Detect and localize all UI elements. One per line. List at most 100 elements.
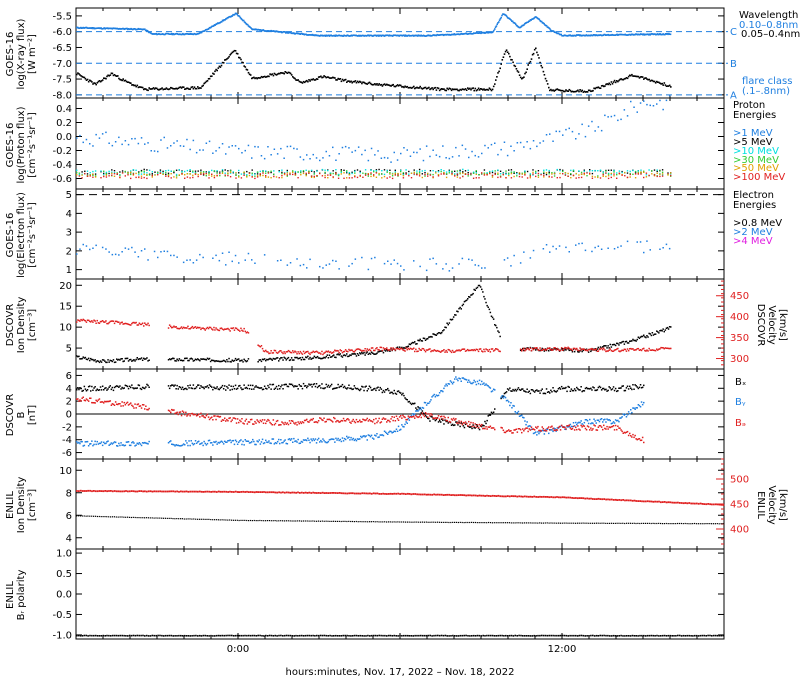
by-series-point xyxy=(476,380,479,383)
proton-series-6-point xyxy=(659,175,661,178)
dscovr-density-series-point xyxy=(310,358,312,360)
proton-series-3-point xyxy=(364,169,367,171)
proton-series-4-point xyxy=(632,173,634,175)
xray-long-series-point xyxy=(668,32,670,35)
by-series-point xyxy=(368,434,371,437)
dscovr-density-series-point xyxy=(421,340,424,342)
dscovr-velocity-series-point xyxy=(240,327,242,330)
proton-series-3-point xyxy=(589,170,591,172)
bx-series-point xyxy=(205,386,208,388)
dscovr-velocity-series-point xyxy=(587,348,590,351)
xray-short-series-point xyxy=(546,83,549,85)
bx-series-point xyxy=(619,387,621,389)
xray-short-series-point xyxy=(541,66,544,69)
xray-long-series-point xyxy=(289,31,292,34)
xray-long-series-point xyxy=(323,34,325,37)
proton-series-3-point xyxy=(559,169,561,172)
xray-short-series-point xyxy=(341,78,344,81)
proton-series-4-point xyxy=(548,173,550,175)
bx-series-point xyxy=(572,389,575,392)
electron-2mev-series-point xyxy=(626,240,629,243)
bx-series-point xyxy=(206,385,209,387)
proton-1mev-series-point xyxy=(617,119,619,122)
xray-long-series-point xyxy=(514,22,516,25)
xray-short-series-point xyxy=(445,89,447,92)
by-series-point xyxy=(401,424,403,426)
xray-long-series-point xyxy=(347,34,349,37)
xray-short-series-point xyxy=(239,57,241,59)
by-series-point xyxy=(353,439,356,442)
xray-short-series-point xyxy=(324,75,326,78)
dscovr-density-series-point xyxy=(111,360,114,363)
xray-short-series-point xyxy=(146,89,148,91)
proton-series-4-point xyxy=(130,173,132,176)
xray-short-series-point xyxy=(431,87,433,89)
xray-long-series-point xyxy=(488,31,490,34)
proton-series-2-point xyxy=(559,168,561,171)
dscovr-velocity-series-point xyxy=(604,349,606,351)
dscovr-velocity-series-point xyxy=(122,323,124,325)
proton-series-3-point xyxy=(661,174,664,176)
bz-series xyxy=(76,396,645,444)
bx-series-point xyxy=(559,388,562,390)
xray-short-series-point xyxy=(614,81,617,84)
by-series-point xyxy=(527,425,529,428)
by-series-point xyxy=(444,385,446,387)
bx-series-point xyxy=(545,388,548,390)
by-series-point xyxy=(405,421,407,423)
proton-series-4-point xyxy=(483,172,486,174)
xray-short-series-point xyxy=(576,90,578,92)
proton-series-6-point xyxy=(470,173,472,175)
xray-short-series-point xyxy=(476,89,479,91)
xray-short-series-point xyxy=(189,88,191,90)
by-series-point xyxy=(473,379,475,382)
by-series-point xyxy=(230,441,232,444)
by-series-point xyxy=(602,421,604,423)
proton-series-3-point xyxy=(440,169,442,171)
electron-2mev-series-point xyxy=(575,244,577,246)
proton-series-5-point xyxy=(624,171,626,174)
xray-short-series-point xyxy=(90,80,92,82)
proton-series-3-point xyxy=(645,174,648,176)
xray-short-series-point xyxy=(286,72,289,74)
dscovr-density-series-point xyxy=(560,348,563,350)
dscovr-velocity-series-point xyxy=(97,322,100,324)
bx-series-point xyxy=(413,403,415,405)
xray-short-series-point xyxy=(562,89,564,92)
by-series-point xyxy=(76,441,78,443)
bx-series-point xyxy=(261,388,264,391)
dscovr-velocity-series-point xyxy=(659,348,661,350)
by-series-point xyxy=(79,442,81,445)
panel4-ylabel-line2: Ion Density xyxy=(16,297,27,354)
dscovr-velocity-series-point xyxy=(373,349,375,352)
proton-1mev-series-point xyxy=(630,100,632,103)
xray-short-series-point xyxy=(457,89,459,92)
proton-series-6-point xyxy=(621,174,623,176)
dscovr-velocity-series-point xyxy=(648,347,650,350)
proton-series-2-point xyxy=(246,170,248,173)
electron-2mev-series-point xyxy=(532,249,535,252)
bx-series-point xyxy=(253,388,255,390)
xray-short-series-point xyxy=(502,56,505,58)
bx-series-point xyxy=(120,388,122,390)
dscovr-velocity-series-point xyxy=(441,350,443,352)
xray-short-series-point xyxy=(569,89,572,92)
dscovr-density-series-point xyxy=(519,349,522,352)
bz-series-point xyxy=(85,398,88,400)
xray-short-series-point xyxy=(666,85,669,87)
dscovr-density-series-point xyxy=(244,359,246,362)
proton-series-2-point xyxy=(200,169,202,171)
proton-series-2-point xyxy=(202,174,205,176)
xray-short-series-point xyxy=(386,83,388,86)
proton-series-4-point xyxy=(364,173,367,175)
proton-series-2-point xyxy=(526,170,529,173)
panel2-ytick-label: 0.2 xyxy=(56,118,72,129)
proton-series-3-point xyxy=(556,168,558,171)
xray-short-series-point xyxy=(516,70,519,72)
dscovr-density-series-point xyxy=(185,357,187,360)
by-series-point xyxy=(526,421,528,423)
proton-1mev-series-point xyxy=(503,141,506,143)
dscovr-velocity-series-point xyxy=(407,347,410,350)
proton-series-5-point xyxy=(567,172,569,175)
dscovr-velocity-series-point xyxy=(235,327,238,330)
